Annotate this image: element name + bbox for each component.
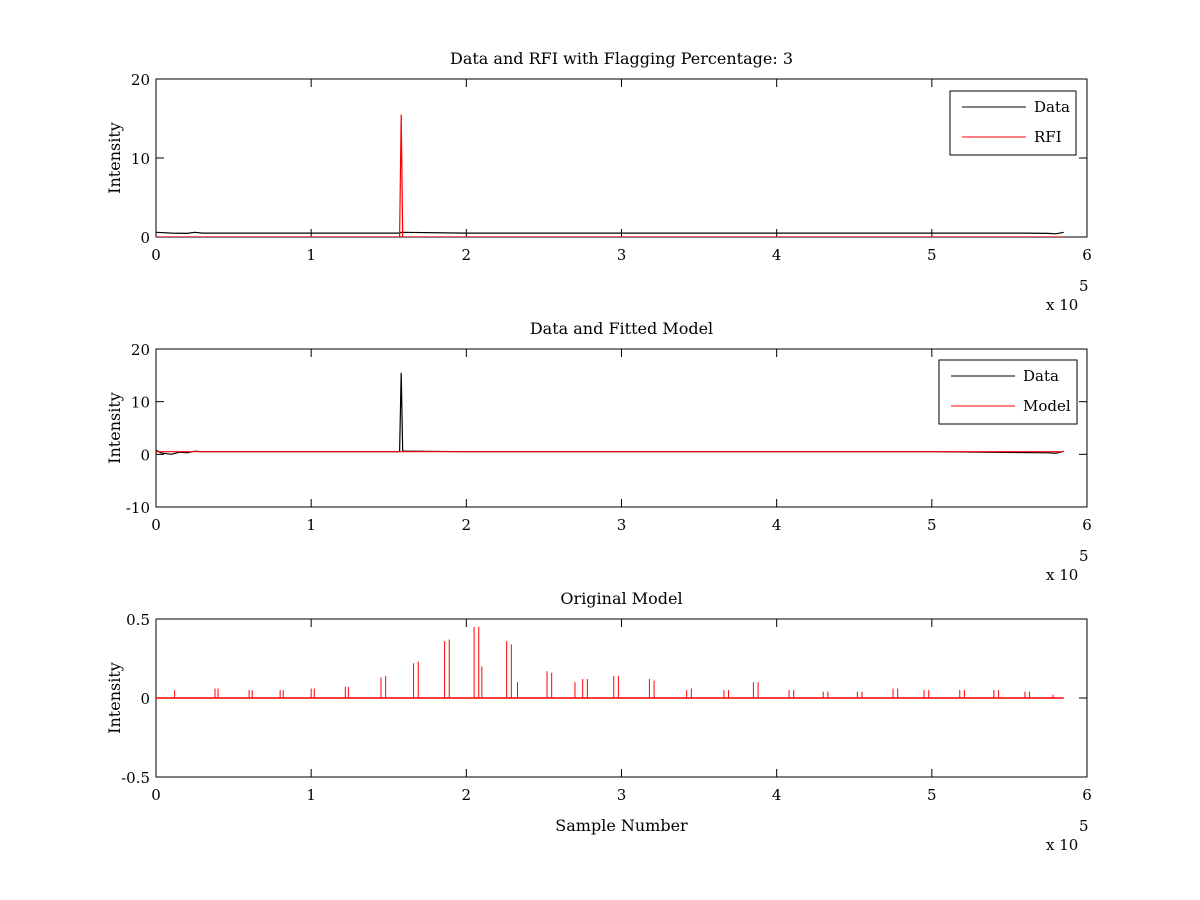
y-tick-label: -0.5 (121, 769, 150, 787)
x-tick-label: 5 (927, 786, 937, 804)
chart-title: Original Model (560, 589, 682, 608)
x-tick-label: 5 (927, 246, 937, 264)
x-tick-label: 5 (927, 516, 937, 534)
y-tick-label: 0 (140, 690, 150, 708)
x-tick-label: 0 (151, 516, 161, 534)
x-exponent-power: 5 (1079, 277, 1089, 295)
x-tick-label: 2 (462, 786, 472, 804)
x-exponent-label: x 10 (1046, 296, 1078, 314)
x-tick-label: 6 (1082, 246, 1092, 264)
legend: Data Model (938, 359, 1078, 425)
y-tick-label: 20 (131, 71, 150, 89)
x-tick-label: 1 (306, 516, 316, 534)
x-exponent-label: x 10 (1046, 566, 1078, 584)
x-axis-label: Sample Number (555, 816, 688, 835)
legend-box (949, 90, 1077, 156)
y-axis-label: Intensity (105, 122, 124, 194)
x-exponent-power: 5 (1079, 547, 1089, 565)
legend-label: Data (1023, 367, 1059, 385)
chart-title: Data and RFI with Flagging Percentage: 3 (450, 49, 793, 68)
axes-frame (155, 78, 1088, 238)
plot-area (156, 372, 1064, 455)
y-tick-label: 0 (140, 446, 150, 464)
series-line-data (156, 372, 1064, 455)
x-tick-label: 4 (772, 786, 782, 804)
x-tick-label: 3 (617, 246, 627, 264)
y-axis-label: Intensity (105, 662, 124, 734)
x-tick-label: 2 (462, 516, 472, 534)
series-line-data (156, 231, 1064, 235)
chart-title: Data and Fitted Model (530, 319, 713, 338)
series-line-rfi (156, 114, 1064, 237)
legend-label: RFI (1034, 128, 1062, 146)
x-tick-label: 0 (151, 246, 161, 264)
y-tick-label: -10 (126, 499, 150, 517)
x-tick-label: 6 (1082, 786, 1092, 804)
x-tick-label: 3 (617, 786, 627, 804)
x-exponent-power: 5 (1079, 817, 1089, 835)
legend: Data RFI (949, 90, 1077, 156)
y-tick-label: 20 (131, 341, 150, 359)
plot-area (156, 114, 1064, 237)
x-tick-label: 2 (462, 246, 472, 264)
legend-box (938, 359, 1078, 425)
x-tick-label: 1 (306, 786, 316, 804)
x-tick-label: 6 (1082, 516, 1092, 534)
x-tick-label: 4 (772, 246, 782, 264)
x-tick-label: 3 (617, 516, 627, 534)
chart-1: 0 1 2 3 4 5 6 0 10 20 Data and RFI with Flagging P… (105, 49, 1092, 314)
legend-label: Data (1034, 98, 1070, 116)
x-tick-label: 4 (772, 516, 782, 534)
y-tick-label: 10 (131, 394, 150, 412)
plot-area (156, 626, 1064, 699)
y-axis-label: Intensity (105, 392, 124, 464)
y-tick-label: 0.5 (126, 611, 150, 629)
x-exponent-label: x 10 (1046, 836, 1078, 854)
legend-label: Model (1023, 397, 1071, 415)
x-tick-label: 0 (151, 786, 161, 804)
y-tick-label: 0 (140, 229, 150, 247)
y-tick-label: 10 (131, 150, 150, 168)
x-tick-label: 1 (306, 246, 316, 264)
